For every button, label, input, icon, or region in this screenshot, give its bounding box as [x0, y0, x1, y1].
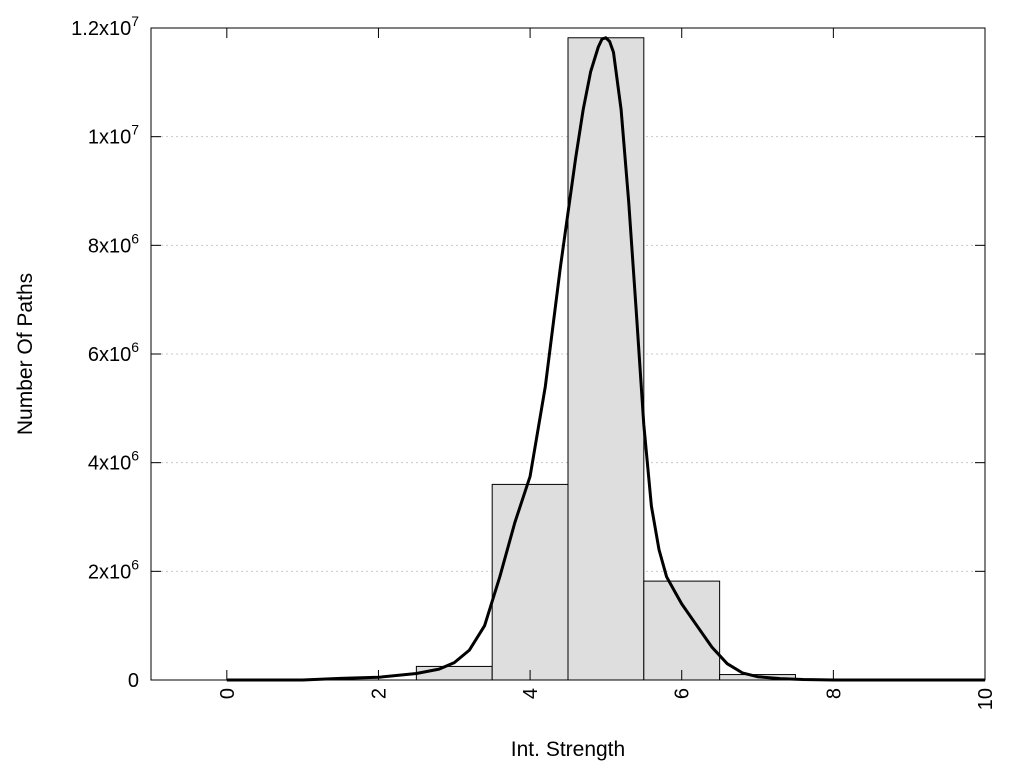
x-axis-title: Int. Strength: [511, 738, 625, 761]
fit-curve: [226, 36, 985, 682]
fit-curve-line: [226, 36, 985, 682]
bar: [643, 580, 721, 681]
y-tick-label: 1.2x107: [71, 13, 139, 40]
y-tick-label: 2x106: [88, 556, 139, 583]
bars: [415, 37, 796, 681]
y-tick-label: 0: [128, 670, 139, 692]
y-tick-label: 4x106: [88, 448, 139, 475]
x-tick-label: 8: [823, 688, 845, 699]
x-tick-label: 6: [672, 688, 694, 699]
bar: [491, 483, 569, 681]
x-tick-label: 0: [217, 688, 239, 699]
x-tick-label: 10: [975, 688, 997, 710]
y-tick-label: 6x106: [88, 339, 139, 366]
x-tick-labels: 0 2 4 6 8 10: [217, 688, 997, 710]
y-axis-title: Number Of Paths: [14, 273, 37, 435]
bar: [415, 665, 493, 681]
x-tick-label: 4: [520, 688, 542, 699]
bar: [567, 37, 645, 681]
y-tick-labels: 0 2x106 4x106 6x106 8x106 1x107 1.2x107: [71, 13, 139, 692]
y-tick-label: 8x106: [88, 230, 139, 257]
y-tick-label: 1x107: [88, 122, 139, 149]
x-tick-label: 2: [368, 688, 390, 699]
